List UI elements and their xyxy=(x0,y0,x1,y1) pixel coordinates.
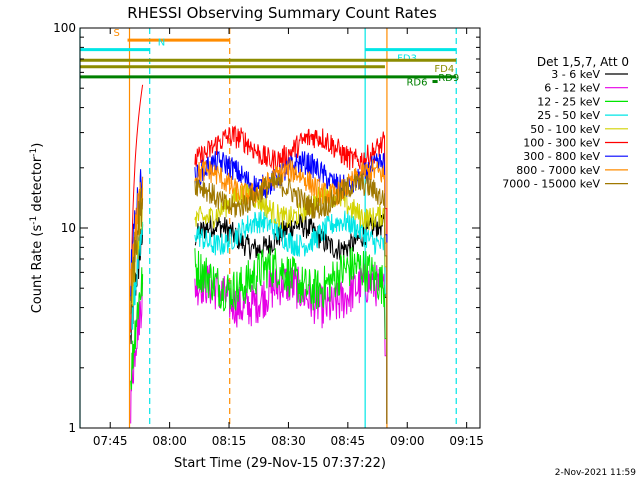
y-axis-label: Count Rate (s-1 detector-1) xyxy=(29,143,45,314)
series-trace xyxy=(194,172,388,424)
y-axis-label-sup1: -1 xyxy=(29,216,39,225)
series-trace-rise xyxy=(130,221,144,335)
orbit-flag-label: N xyxy=(158,38,165,49)
x-tick-label: 08:30 xyxy=(271,434,306,448)
legend-header: Det 1,5,7, Att 0 xyxy=(537,55,629,69)
x-tick-label: 08:45 xyxy=(331,434,366,448)
legend-entry-label: 3 - 6 keV xyxy=(551,68,600,81)
legend-entry-label: 300 - 800 keV xyxy=(523,150,600,163)
series-trace xyxy=(194,213,388,424)
axis-ticks: 07:45 08:00 08:15 08:30 08:45 09:00 09:15 1 10 10… xyxy=(53,21,484,448)
series-trace-rise xyxy=(130,267,144,390)
legend-entry-label: 50 - 100 keV xyxy=(530,123,600,136)
series-trace xyxy=(194,159,388,424)
y-tick-label: 10 xyxy=(61,221,76,235)
y-axis-label-end: ) xyxy=(30,143,45,148)
legend-entry-label: 800 - 7000 keV xyxy=(516,164,600,177)
chart-title: RHESSI Observing Summary Count Rates xyxy=(127,4,437,22)
series-trace xyxy=(194,210,388,424)
series-trace xyxy=(194,182,388,424)
legend-entry-label: 100 - 300 keV xyxy=(523,137,600,150)
date-stamp: 2-Nov-2021 11:59 xyxy=(555,468,637,478)
y-axis-label-main: Count Rate (s xyxy=(30,225,45,314)
orbit-flag-label: RD9 xyxy=(438,73,459,84)
x-tick-label: 08:00 xyxy=(152,434,187,448)
plot-area: SNFD3FD4RD9RD6 xyxy=(79,28,459,428)
y-tick-label: 100 xyxy=(53,21,76,35)
y-tick-label: 1 xyxy=(68,421,76,435)
legend-entry-label: 6 - 12 keV xyxy=(544,82,600,95)
x-tick-label: 08:15 xyxy=(212,434,247,448)
orbit-flags: SNFD3FD4RD9RD6 xyxy=(80,28,459,89)
orbit-flag-label: S xyxy=(114,28,120,39)
legend-entry-label: 25 - 50 keV xyxy=(537,109,600,122)
orbit-flag-label: FD4 xyxy=(434,64,454,75)
x-tick-label: 09:15 xyxy=(449,434,484,448)
x-axis-label: Start Time (29-Nov-15 07:37:22) xyxy=(174,456,386,471)
y-axis-label-sup2: -1 xyxy=(29,148,39,157)
orbit-flag-label: RD6 xyxy=(406,78,427,89)
x-tick-label: 09:00 xyxy=(390,434,425,448)
series-trace-rise xyxy=(130,84,144,333)
y-axis-label-mid: detector xyxy=(30,156,45,216)
series-trace xyxy=(194,247,388,424)
series-traces xyxy=(130,84,388,424)
series-trace-rise xyxy=(130,187,144,315)
series-trace xyxy=(194,125,388,424)
legend-entry-label: 12 - 25 keV xyxy=(537,95,600,108)
series-trace-rise xyxy=(130,282,144,424)
x-tick-label: 07:45 xyxy=(93,434,128,448)
legend-entry-label: 7000 - 15000 keV xyxy=(502,178,600,191)
